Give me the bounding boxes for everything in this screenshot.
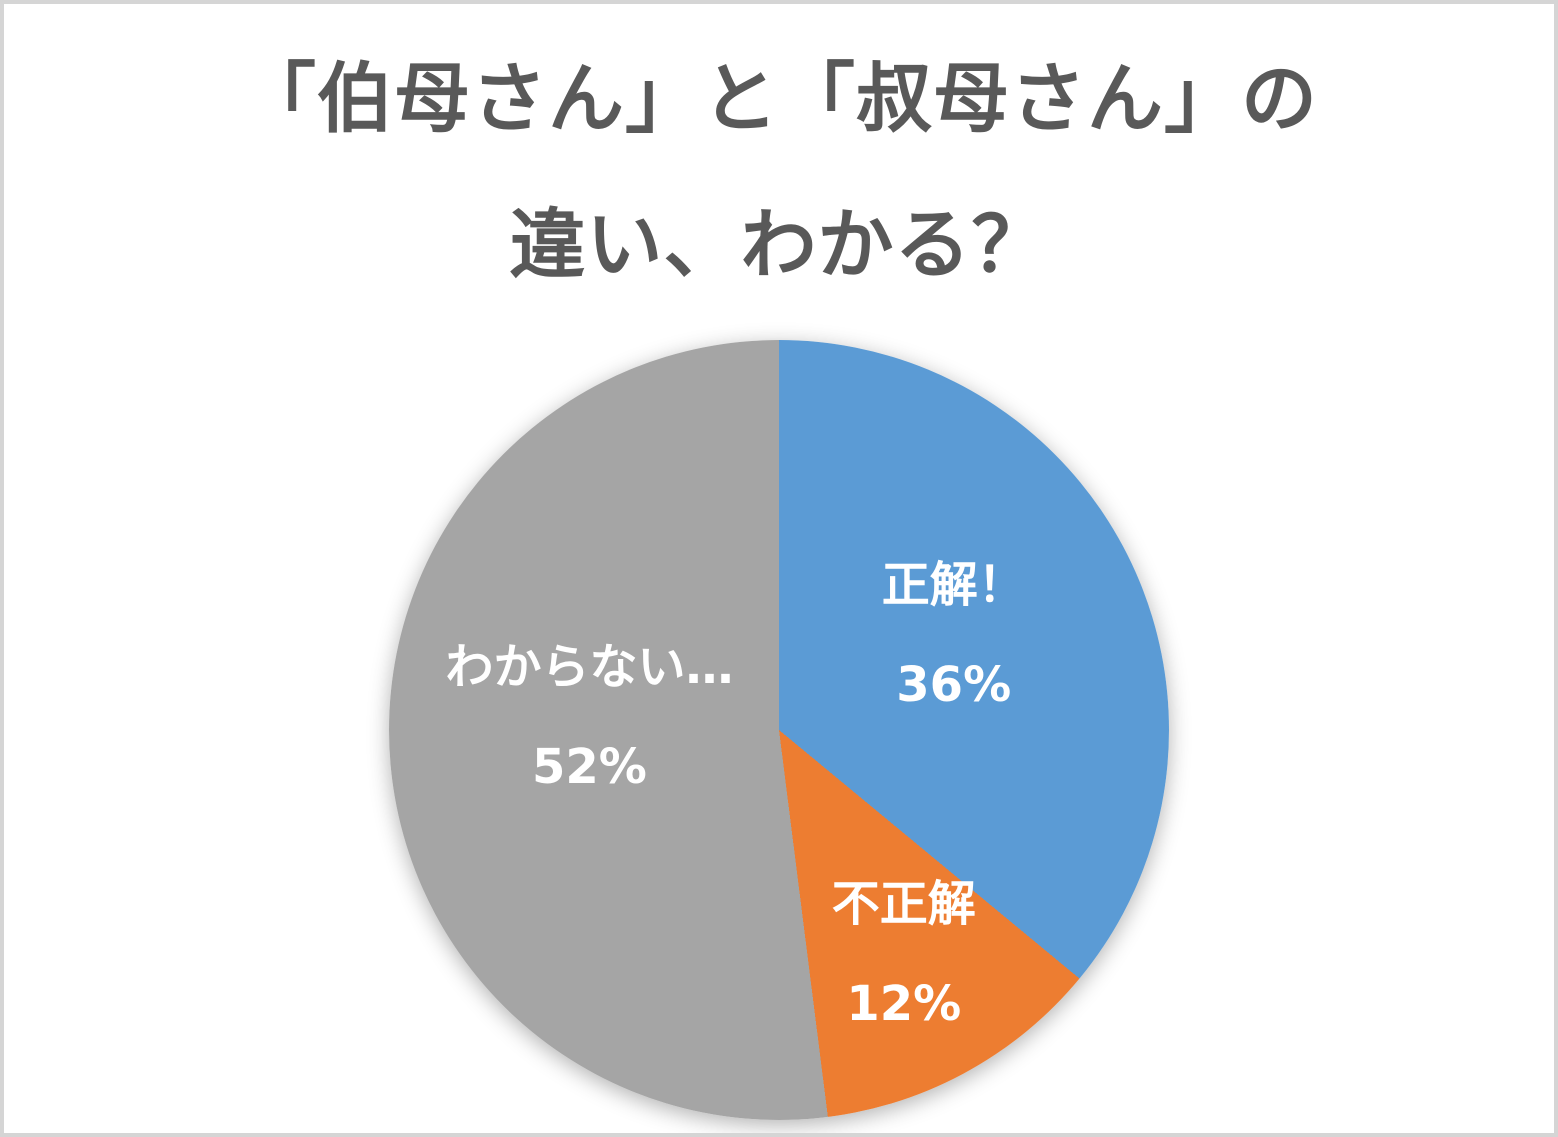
chart-title: 「伯母さん」と「叔母さん」の 違い、わかる？ [4,26,1554,318]
slice-label-incorrect: 不正解 12% [832,854,976,1054]
slice-label-unknown: わからない… 52% [445,617,733,817]
pie-chart-area: 正解！ 36% 不正解 12% わからない… 52% [389,340,1169,1120]
slice-label-unknown-value: 52% [532,738,647,795]
slice-label-incorrect-text: 不正解 [831,875,976,932]
slice-label-unknown-text: わからない… [445,638,734,695]
pie-chart [389,340,1169,1120]
slice-label-correct-value: 36% [896,656,1012,713]
chart-title-line1: 「伯母さん」と「叔母さん」の [240,54,1318,143]
slice-label-incorrect-value: 12% [846,975,962,1032]
slice-label-correct: 正解！ 36% [882,535,1026,735]
slice-label-correct-text: 正解！ [881,556,1026,613]
chart-title-line2: 違い、わかる？ [509,200,1049,289]
